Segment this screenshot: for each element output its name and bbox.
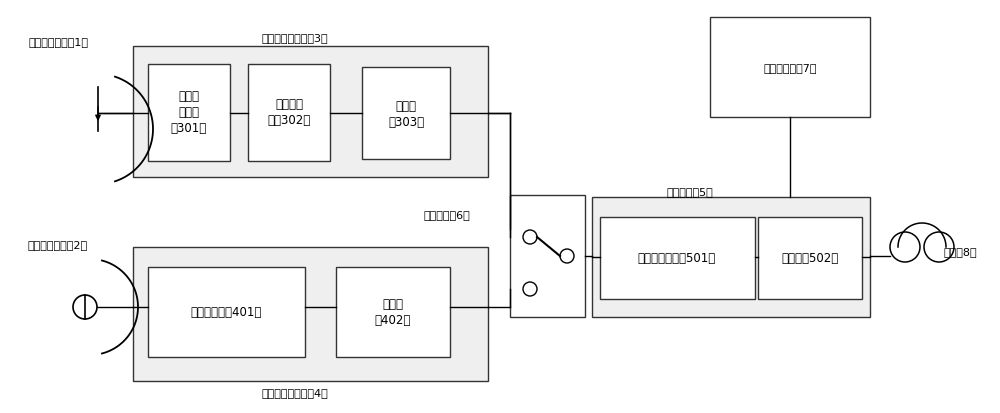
Bar (148, 267, 305, 357)
Bar (133, 247, 488, 381)
Text: 接受调
谐回路
（301）: 接受调 谐回路 （301） (171, 90, 207, 135)
Text: 灵敏度调节器（501）: 灵敏度调节器（501） (638, 252, 716, 265)
Text: 超声波接收回路（4）: 超声波接收回路（4） (262, 387, 328, 397)
Text: 放大器（502）: 放大器（502） (781, 252, 839, 265)
Bar (362, 68, 450, 159)
Bar (336, 267, 450, 357)
Bar (510, 195, 585, 317)
Text: 频谱显示器（7）: 频谱显示器（7） (763, 63, 817, 73)
Text: 前置放大器（401）: 前置放大器（401） (190, 306, 262, 319)
Bar (758, 218, 862, 299)
Text: 耳机（8）: 耳机（8） (943, 247, 977, 256)
Text: 处理电路（5）: 处理电路（5） (667, 187, 713, 197)
Bar (710, 18, 870, 118)
Text: 指向性天线罩（1）: 指向性天线罩（1） (28, 37, 88, 47)
Bar (592, 197, 870, 317)
Bar (133, 47, 488, 178)
Text: 降频器
（402）: 降频器 （402） (375, 298, 411, 327)
Text: 切换开关（6）: 切换开关（6） (423, 209, 470, 219)
Bar (148, 65, 230, 161)
Text: 高频放大
器（302）: 高频放大 器（302） (267, 98, 311, 127)
Text: 超声波集音罩（2）: 超声波集音罩（2） (28, 240, 88, 249)
Bar (248, 65, 330, 161)
Text: 检波器
（303）: 检波器 （303） (388, 99, 424, 128)
Bar (600, 218, 755, 299)
Text: 电磁波接收回路（3）: 电磁波接收回路（3） (262, 33, 328, 43)
